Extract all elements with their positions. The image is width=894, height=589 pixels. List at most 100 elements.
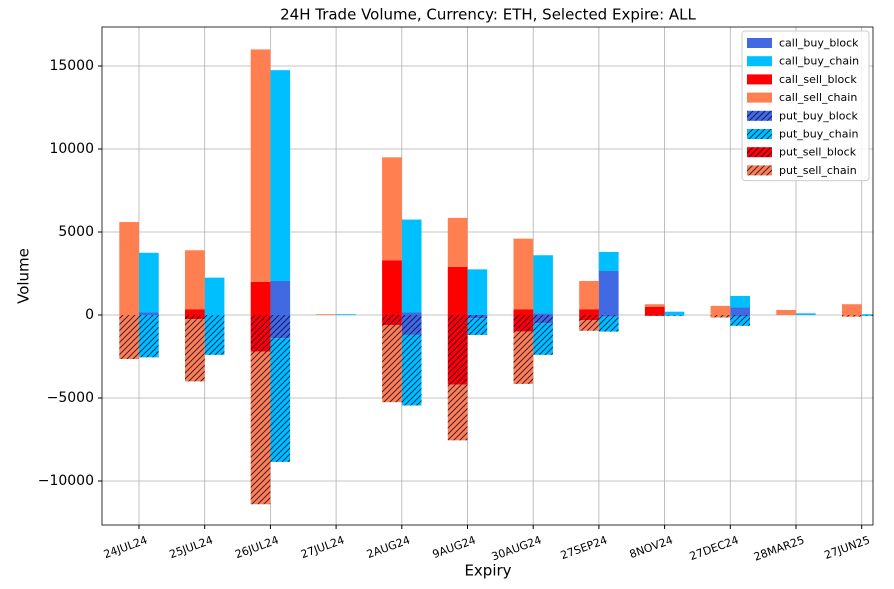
bar [382, 260, 402, 316]
legend-swatch [747, 165, 772, 176]
bar [270, 338, 291, 462]
bar [730, 307, 751, 316]
bar [710, 305, 731, 316]
bar [664, 311, 685, 316]
bar [861, 314, 873, 316]
bar [447, 217, 468, 267]
bar [184, 250, 205, 310]
bar [841, 315, 862, 317]
bar [250, 315, 271, 352]
bar [204, 315, 225, 355]
bar [533, 313, 553, 316]
bar [270, 70, 291, 281]
y-tick-label: 5000 [58, 224, 94, 240]
x-tick-label: 8NOV24 [628, 533, 675, 561]
bar [513, 315, 534, 332]
bar [382, 157, 402, 261]
bar [513, 331, 534, 384]
bar [250, 281, 271, 316]
x-tick-label: 26JUL24 [233, 533, 280, 561]
bar [579, 315, 599, 320]
bar [861, 315, 873, 316]
bar [336, 314, 356, 316]
bar [598, 315, 619, 317]
bar [644, 315, 665, 316]
x-tick-label: 27SEP24 [559, 533, 609, 562]
x-tick-label: 27JUL24 [299, 533, 346, 561]
bar [579, 319, 599, 331]
bar [710, 315, 731, 318]
y-tick-label: −5000 [47, 390, 94, 406]
bar [382, 315, 402, 325]
bar [467, 315, 488, 319]
bar [447, 315, 468, 385]
bar [730, 315, 751, 317]
legend-label: call_sell_chain [779, 91, 857, 104]
bar [139, 315, 159, 358]
y-tick-label: 15000 [49, 58, 94, 74]
legend-swatch [747, 129, 772, 139]
bar [401, 315, 422, 335]
bar [598, 316, 619, 332]
bar [533, 323, 553, 355]
bar [316, 314, 337, 316]
bar [730, 316, 751, 326]
bar [644, 304, 665, 307]
x-tick-label: 24JUL24 [102, 533, 149, 561]
bars [119, 49, 873, 505]
x-tick-label: 27DEC24 [688, 533, 740, 563]
bar [513, 309, 534, 316]
plot-frame [101, 26, 874, 526]
x-tick-label: 9AUG24 [431, 533, 478, 561]
y-axis-label: Volume [15, 248, 33, 304]
bar [270, 315, 291, 339]
bar [467, 269, 488, 316]
bar [776, 310, 796, 316]
legend-swatch [747, 110, 772, 121]
bar [184, 315, 205, 320]
legend-label: call_buy_chain [779, 55, 859, 68]
bar [796, 313, 816, 316]
bar [184, 319, 205, 382]
bar [250, 49, 271, 282]
legend-label: put_buy_block [779, 109, 859, 122]
y-tick-label: −10000 [38, 473, 94, 489]
legend-box [741, 30, 870, 182]
bar [382, 324, 402, 403]
legend-label: put_buy_chain [779, 128, 859, 141]
bar [184, 309, 205, 316]
bar [533, 315, 553, 324]
bar [598, 251, 619, 272]
x-tick-label: 2AUG24 [365, 533, 412, 561]
bar [841, 304, 862, 316]
bar [139, 312, 159, 316]
x-tick-label: 30AUG24 [490, 533, 543, 563]
bar [139, 252, 159, 313]
bar [204, 277, 225, 316]
legend-swatch [747, 92, 772, 103]
bar [401, 312, 422, 316]
bar [119, 222, 139, 316]
bar [401, 219, 422, 313]
y-tick-label: 10000 [49, 141, 94, 157]
legend-label: call_buy_block [779, 37, 859, 50]
bar [447, 384, 468, 441]
legend-label: call_sell_block [779, 73, 857, 86]
x-tick-label: 27JUN25 [823, 533, 872, 561]
legend-swatch [747, 147, 772, 158]
bar [579, 280, 599, 310]
bar [533, 255, 553, 314]
legend-label: put_sell_block [779, 146, 857, 159]
legend-swatch [747, 38, 772, 48]
bar [119, 315, 139, 359]
bar [467, 318, 488, 335]
bar [644, 306, 665, 316]
bar [598, 271, 619, 316]
bar [401, 334, 422, 406]
x-tick-label: 28MAR25 [752, 533, 806, 563]
bar [447, 266, 468, 316]
y-tick-label: 0 [85, 307, 94, 323]
legend-swatch [747, 56, 772, 67]
legend-swatch [747, 74, 772, 85]
